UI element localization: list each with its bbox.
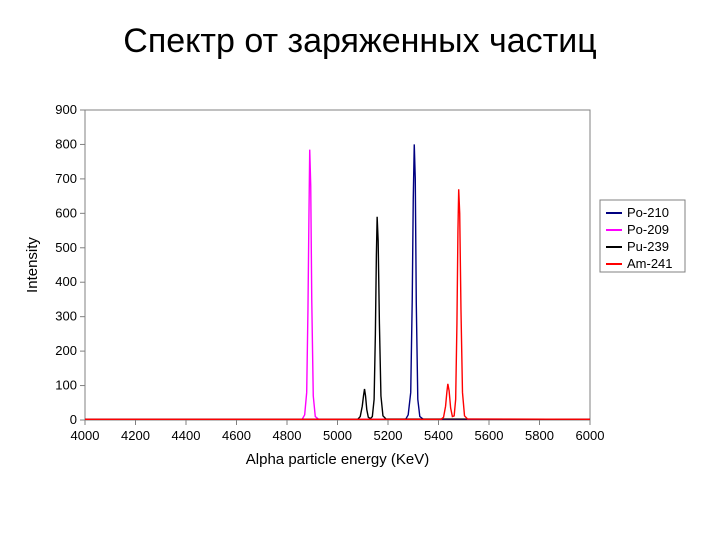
y-tick-label: 300: [55, 309, 77, 324]
x-tick-label: 5400: [424, 428, 453, 443]
x-tick-label: 5000: [323, 428, 352, 443]
y-axis-label: Intensity: [24, 237, 41, 293]
series-Pu-239: [85, 217, 590, 420]
y-tick-label: 0: [70, 412, 77, 427]
y-tick-label: 100: [55, 378, 77, 393]
x-tick-label: 5600: [475, 428, 504, 443]
x-tick-label: 4200: [121, 428, 150, 443]
y-tick-label: 600: [55, 205, 77, 220]
x-axis-label: Alpha particle energy (KeV): [246, 451, 429, 468]
y-tick-label: 700: [55, 171, 77, 186]
x-tick-label: 5800: [525, 428, 554, 443]
x-tick-label: 4000: [71, 428, 100, 443]
series-Po-209: [85, 150, 590, 420]
legend-label: Am-241: [627, 256, 673, 271]
plot-area: [85, 110, 590, 420]
y-tick-label: 900: [55, 102, 77, 117]
x-tick-label: 6000: [576, 428, 605, 443]
series-Am-241: [85, 189, 590, 419]
y-tick-label: 200: [55, 343, 77, 358]
chart-svg: 0 100 200 300 400 500 600 700 800 900 4000 4200 4400…: [20, 95, 700, 475]
y-tick-label: 500: [55, 240, 77, 255]
y-tick-label: 800: [55, 136, 77, 151]
legend-label: Po-210: [627, 205, 669, 220]
x-tick-label: 4400: [172, 428, 201, 443]
x-tick-label: 4600: [222, 428, 251, 443]
x-tick-label: 5200: [374, 428, 403, 443]
spectrum-chart: 0 100 200 300 400 500 600 700 800 900 4000 4200 4400…: [20, 95, 700, 475]
x-tick-label: 4800: [273, 428, 302, 443]
legend-label: Pu-239: [627, 239, 669, 254]
page-title: Спектр от заряженных частиц: [0, 22, 720, 61]
series-Po-210: [85, 144, 590, 419]
legend-label: Po-209: [627, 222, 669, 237]
y-tick-label: 400: [55, 274, 77, 289]
